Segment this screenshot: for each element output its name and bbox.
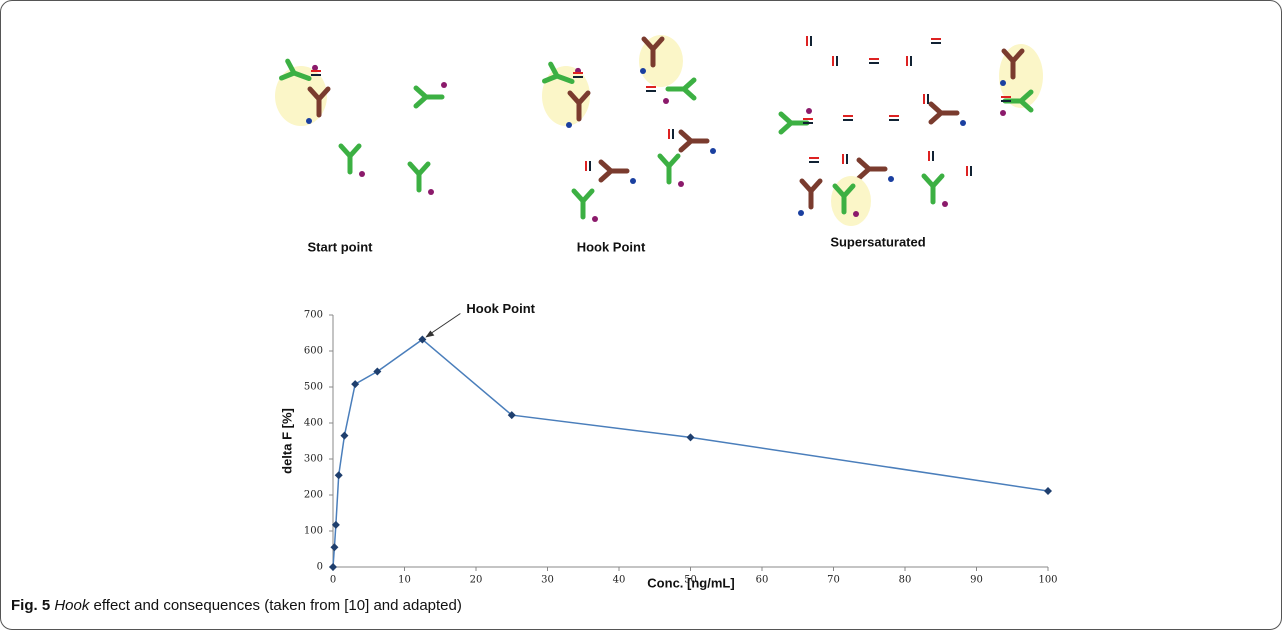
x-tick-label: 70 — [827, 575, 840, 586]
marker — [330, 543, 338, 551]
y-tick-label: 600 — [304, 346, 323, 357]
y-tick-label: 200 — [304, 490, 323, 501]
x-tick-label: 80 — [899, 575, 912, 586]
y-tick-label: 100 — [304, 526, 323, 537]
marker — [687, 433, 695, 441]
series-line — [333, 339, 1048, 567]
panel-label: Start point — [308, 239, 374, 254]
caption-label: Fig. 5 — [11, 597, 50, 614]
y-tick-label: 0 — [317, 562, 323, 573]
y-tick-label: 400 — [304, 418, 323, 429]
x-tick-label: 30 — [541, 575, 554, 586]
marker — [351, 380, 359, 388]
panel-label: Supersaturated — [830, 234, 925, 249]
marker — [1044, 487, 1052, 495]
figure-art: Start point Hook Point Supersaturated Co… — [1, 1, 1281, 629]
x-tick-label: 90 — [970, 575, 983, 586]
x-tick-label: 20 — [470, 575, 483, 586]
marker — [329, 563, 337, 571]
illustration — [275, 35, 1043, 226]
y-tick-label: 700 — [304, 310, 323, 321]
y-axis-label: delta F [%] — [279, 408, 294, 474]
caption-text: effect and consequences (taken from [10]… — [89, 597, 461, 614]
panel-label: Hook Point — [577, 239, 646, 254]
x-tick-label: 0 — [330, 575, 336, 586]
x-tick-label: 10 — [398, 575, 411, 586]
caption-term: Hook — [54, 597, 89, 614]
figure: Start point Hook Point Supersaturated Co… — [0, 0, 1282, 630]
x-tick-label: 100 — [1038, 575, 1057, 586]
y-tick-label: 300 — [304, 454, 323, 465]
x-tick-label: 60 — [756, 575, 769, 586]
x-tick-label: 40 — [613, 575, 626, 586]
marker — [340, 432, 348, 440]
caption: Fig. 5 Hook effect and consequences (tak… — [11, 597, 462, 614]
y-tick-label: 500 — [304, 382, 323, 393]
annotation: Hook Point — [466, 301, 535, 316]
x-tick-label: 50 — [684, 575, 697, 586]
marker — [335, 471, 343, 479]
